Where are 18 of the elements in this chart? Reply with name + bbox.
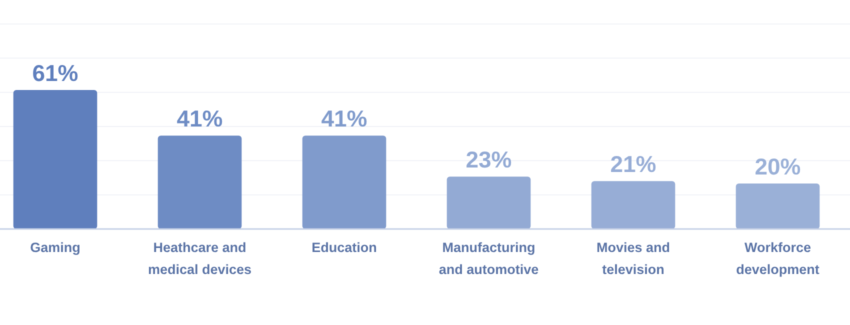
x-tick-label: Manufacturing and automotive: [438, 240, 540, 277]
data-label: 23%: [466, 146, 512, 173]
bar: [446, 176, 531, 229]
data-label: 21%: [610, 151, 656, 178]
bar: [13, 90, 98, 229]
x-tick-label: Gaming: [30, 240, 80, 255]
data-label: 41%: [321, 106, 368, 132]
bar: [158, 136, 242, 229]
x-tick-label: Heathcare and medical devices: [148, 240, 252, 277]
x-tick-label: Movies and television: [596, 240, 670, 277]
x-tick-label: Workforce development: [736, 240, 820, 277]
x-tick-label: Education: [312, 240, 377, 255]
data-label: 41%: [176, 106, 223, 132]
bar: [736, 183, 820, 229]
bar: [591, 181, 676, 229]
data-label: 20%: [754, 153, 801, 180]
data-label: 61%: [32, 60, 78, 86]
bar: [302, 136, 386, 229]
